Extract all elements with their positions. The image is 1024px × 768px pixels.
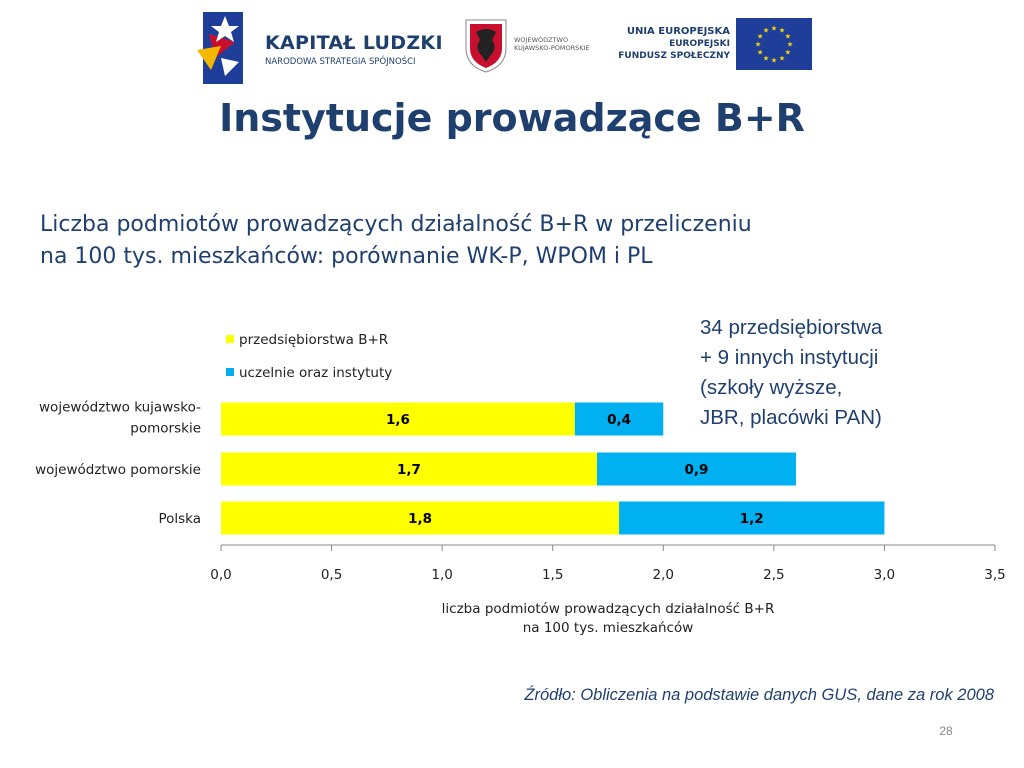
eu-star-icon: ★ xyxy=(771,57,777,65)
eu-star-icon: ★ xyxy=(763,27,769,35)
stacked-bar-chart: przedsiębiorstwa B+R uczelnie oraz instyt… xyxy=(35,332,1006,636)
eu-fund-line2: FUNDUSZ SPOŁECZNY xyxy=(618,51,730,61)
data-label: 0,9 xyxy=(684,462,708,478)
eu-star-icon: ★ xyxy=(771,25,777,33)
data-label: 1,2 xyxy=(740,511,764,527)
category-label: województwo pomorskie xyxy=(35,462,201,478)
eu-star-icon: ★ xyxy=(785,49,791,57)
logo-bar: KAPITAŁ LUDZKI NARODOWA STRATEGIA SPÓJNO… xyxy=(0,0,1024,95)
kapital-ludzki-subtitle: NARODOWA STRATEGIA SPÓJNOŚCI xyxy=(265,57,416,67)
x-tick-label: 2,0 xyxy=(653,567,674,583)
page-title: Instytucje prowadzące B+R xyxy=(219,96,805,140)
eu-logo: UNIA EUROPEJSKA EUROPEJSKI FUNDUSZ SPOŁE… xyxy=(618,18,818,74)
bar-segment xyxy=(574,402,664,436)
chart-subtitle: Liczba podmiotów prowadzących działalnoś… xyxy=(40,209,1000,273)
bar-segment xyxy=(221,402,575,436)
wojewodztwo-logo: WOJEWÓDZTWO KUJAWSKO-POMORSKIE xyxy=(462,18,612,74)
x-tick-label: 3,0 xyxy=(874,567,895,583)
note-line2: + 9 innych instytucji xyxy=(700,346,879,369)
eu-union-name: UNIA EUROPEJSKA xyxy=(626,26,730,37)
kapital-ludzki-emblem-icon xyxy=(197,12,243,84)
subtitle-line2: na 100 tys. mieszkańców: porównanie WK-P… xyxy=(40,244,653,269)
eu-star-icon: ★ xyxy=(763,54,769,62)
data-label: 1,8 xyxy=(408,511,432,527)
legend-label: uczelnie oraz instytuty xyxy=(239,365,392,381)
bar-segment xyxy=(619,501,885,535)
x-tick-label: 2,5 xyxy=(763,567,784,583)
note-line1: 34 przedsiębiorstwa xyxy=(700,316,883,339)
note-line4: JBR, placówki PAN) xyxy=(700,406,882,429)
legend-swatch xyxy=(226,368,234,376)
legend-label: przedsiębiorstwa B+R xyxy=(239,332,388,348)
eu-star-icon: ★ xyxy=(779,27,785,35)
x-tick-label: 1,5 xyxy=(542,567,563,583)
page-number: 28 xyxy=(939,724,953,738)
eu-star-icon: ★ xyxy=(757,49,763,57)
eu-fund-line1: EUROPEJSKI xyxy=(669,39,730,49)
eu-star-icon: ★ xyxy=(755,41,761,49)
bar-segment xyxy=(596,452,796,486)
subtitle-line1: Liczba podmiotów prowadzących działalnoś… xyxy=(40,212,752,237)
x-axis-title: liczba podmiotów prowadzących działalnoś… xyxy=(442,601,775,617)
x-axis-title: na 100 tys. mieszkańców xyxy=(523,620,694,636)
kapital-ludzki-logo: KAPITAŁ LUDZKI NARODOWA STRATEGIA SPÓJNO… xyxy=(195,12,443,84)
data-label: 1,6 xyxy=(386,412,410,428)
legend-swatch xyxy=(226,335,234,343)
x-tick-label: 1,0 xyxy=(431,567,452,583)
x-tick-label: 0,5 xyxy=(321,567,342,583)
category-label: województwo kujawsko- xyxy=(39,400,201,416)
eu-star-icon: ★ xyxy=(785,33,791,41)
bar-segment xyxy=(221,501,620,535)
wojewodztwo-line1: WOJEWÓDZTWO xyxy=(514,36,569,44)
category-label: pomorskie xyxy=(130,421,201,437)
eu-star-icon: ★ xyxy=(779,54,785,62)
x-tick-label: 3,5 xyxy=(984,567,1005,583)
bar-segment xyxy=(221,452,597,486)
source-note: Źródło: Obliczenia na podstawie danych G… xyxy=(524,686,994,704)
x-tick-label: 0,0 xyxy=(210,567,231,583)
kapital-ludzki-title: KAPITAŁ LUDZKI xyxy=(265,32,443,54)
eu-star-icon: ★ xyxy=(757,33,763,41)
coat-of-arms-icon xyxy=(465,19,507,73)
wojewodztwo-line2: KUJAWSKO-POMORSKIE xyxy=(514,44,590,52)
data-label: 0,4 xyxy=(607,412,631,428)
eu-star-icon: ★ xyxy=(787,41,793,49)
eu-flag-icon: ★ ★★★★★★★★★★★ xyxy=(736,18,812,70)
data-label: 1,7 xyxy=(397,462,421,478)
callout-note: 34 przedsiębiorstwa + 9 innych instytucj… xyxy=(700,313,970,433)
category-label: Polska xyxy=(158,511,201,527)
note-line3: (szkoły wyższe, xyxy=(700,376,843,399)
